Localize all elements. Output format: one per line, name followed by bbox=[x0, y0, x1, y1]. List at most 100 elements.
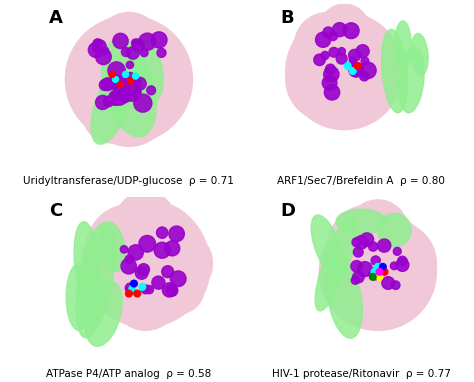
Circle shape bbox=[355, 63, 361, 70]
Circle shape bbox=[328, 46, 394, 113]
Text: HIV-1 protease/Ritonavir  ρ = 0.77: HIV-1 protease/Ritonavir ρ = 0.77 bbox=[272, 369, 450, 379]
Circle shape bbox=[116, 78, 176, 138]
Circle shape bbox=[87, 63, 171, 146]
Circle shape bbox=[133, 77, 146, 90]
Circle shape bbox=[116, 191, 176, 252]
Circle shape bbox=[138, 264, 149, 275]
Circle shape bbox=[374, 264, 381, 270]
Circle shape bbox=[376, 274, 383, 280]
Circle shape bbox=[111, 88, 128, 105]
Circle shape bbox=[392, 281, 400, 290]
Ellipse shape bbox=[128, 38, 163, 104]
Circle shape bbox=[380, 264, 386, 270]
Text: C: C bbox=[49, 202, 62, 220]
Circle shape bbox=[322, 76, 337, 90]
Circle shape bbox=[381, 269, 388, 275]
Circle shape bbox=[118, 81, 124, 87]
Ellipse shape bbox=[101, 39, 156, 137]
Circle shape bbox=[123, 71, 128, 78]
Circle shape bbox=[328, 205, 411, 288]
Circle shape bbox=[70, 54, 137, 121]
Circle shape bbox=[139, 33, 156, 50]
Circle shape bbox=[118, 78, 131, 92]
Circle shape bbox=[70, 29, 154, 113]
Circle shape bbox=[131, 280, 137, 287]
Circle shape bbox=[348, 49, 361, 62]
Circle shape bbox=[126, 290, 132, 297]
Circle shape bbox=[139, 283, 146, 290]
Circle shape bbox=[108, 62, 125, 79]
Circle shape bbox=[140, 49, 148, 57]
Circle shape bbox=[101, 47, 109, 55]
Circle shape bbox=[129, 205, 196, 272]
Circle shape bbox=[328, 255, 394, 322]
Circle shape bbox=[100, 79, 110, 91]
Circle shape bbox=[360, 71, 369, 81]
Circle shape bbox=[146, 230, 212, 297]
Text: ARF1/Sec7/Brefeldin A  ρ = 0.80: ARF1/Sec7/Brefeldin A ρ = 0.80 bbox=[277, 176, 445, 186]
Circle shape bbox=[125, 283, 135, 293]
Circle shape bbox=[65, 16, 192, 143]
Circle shape bbox=[353, 222, 437, 305]
Circle shape bbox=[120, 246, 128, 253]
Circle shape bbox=[289, 41, 349, 101]
Circle shape bbox=[344, 63, 351, 70]
Circle shape bbox=[109, 91, 123, 105]
Circle shape bbox=[162, 266, 173, 278]
Circle shape bbox=[338, 48, 346, 55]
Circle shape bbox=[169, 226, 184, 241]
Circle shape bbox=[151, 32, 167, 48]
Text: ATPase P4/ATP analog  ρ = 0.58: ATPase P4/ATP analog ρ = 0.58 bbox=[46, 369, 211, 379]
Circle shape bbox=[343, 23, 359, 39]
Circle shape bbox=[132, 39, 139, 47]
Circle shape bbox=[137, 37, 187, 88]
Circle shape bbox=[319, 4, 369, 54]
Circle shape bbox=[95, 247, 163, 314]
Circle shape bbox=[93, 39, 103, 49]
Circle shape bbox=[118, 90, 131, 103]
Circle shape bbox=[82, 83, 142, 143]
Circle shape bbox=[132, 39, 144, 51]
Circle shape bbox=[152, 276, 165, 289]
Circle shape bbox=[127, 47, 139, 59]
Circle shape bbox=[128, 78, 134, 84]
Ellipse shape bbox=[311, 215, 344, 278]
Circle shape bbox=[319, 213, 437, 330]
Circle shape bbox=[336, 53, 347, 64]
Circle shape bbox=[134, 79, 141, 86]
Circle shape bbox=[351, 277, 359, 284]
Circle shape bbox=[104, 29, 187, 113]
Circle shape bbox=[355, 236, 368, 249]
Circle shape bbox=[369, 268, 381, 280]
Circle shape bbox=[369, 274, 376, 280]
Circle shape bbox=[361, 57, 369, 65]
Circle shape bbox=[109, 71, 115, 78]
Circle shape bbox=[134, 94, 152, 112]
Circle shape bbox=[146, 285, 154, 294]
Circle shape bbox=[396, 259, 409, 271]
Circle shape bbox=[353, 272, 364, 283]
Circle shape bbox=[390, 262, 398, 270]
Circle shape bbox=[92, 40, 106, 53]
Circle shape bbox=[352, 238, 361, 247]
Circle shape bbox=[349, 62, 364, 77]
Circle shape bbox=[156, 227, 168, 238]
Circle shape bbox=[371, 269, 378, 275]
Ellipse shape bbox=[394, 21, 411, 71]
Circle shape bbox=[356, 45, 369, 58]
Circle shape bbox=[324, 85, 340, 100]
Circle shape bbox=[349, 68, 356, 74]
Circle shape bbox=[121, 47, 130, 57]
Circle shape bbox=[147, 86, 155, 95]
Circle shape bbox=[319, 71, 369, 121]
Ellipse shape bbox=[336, 209, 386, 234]
Circle shape bbox=[154, 242, 170, 258]
Circle shape bbox=[349, 63, 363, 76]
Circle shape bbox=[164, 241, 180, 256]
Circle shape bbox=[321, 52, 329, 60]
Ellipse shape bbox=[91, 65, 134, 144]
Circle shape bbox=[166, 285, 178, 296]
Circle shape bbox=[376, 269, 383, 275]
Ellipse shape bbox=[74, 222, 100, 305]
Circle shape bbox=[141, 285, 150, 294]
